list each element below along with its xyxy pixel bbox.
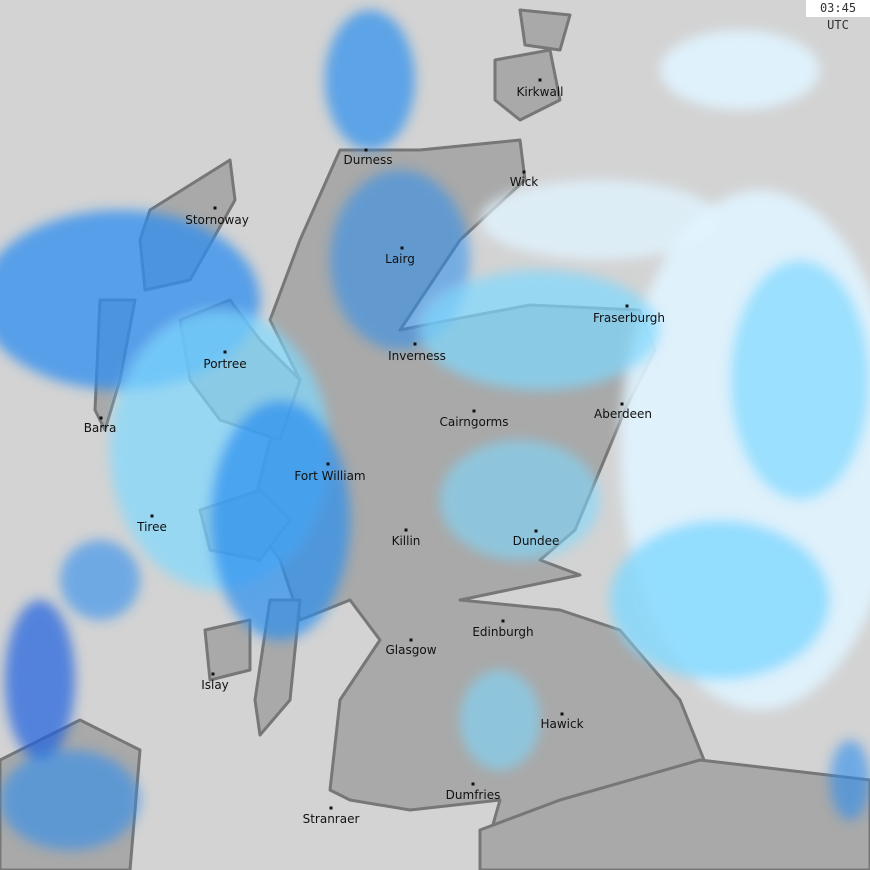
rain-cell (420, 270, 660, 390)
city-dot (538, 78, 542, 82)
city-label-aberdeen: Aberdeen (594, 407, 652, 421)
rain-cell (210, 400, 350, 640)
islay (203, 618, 252, 682)
city-label-lairg: Lairg (385, 252, 415, 266)
city-dot (471, 782, 475, 786)
city-label-cairngorms: Cairngorms (439, 415, 509, 429)
city-label-edinburgh: Edinburgh (472, 625, 534, 639)
rain (0, 10, 870, 850)
city-label-dundee: Dundee (512, 534, 560, 548)
city-dot (99, 416, 103, 420)
city-label-glasgow: Glasgow (385, 643, 437, 657)
city-label-inverness: Inverness (388, 349, 446, 363)
rain-cell (830, 740, 870, 820)
city-dot (329, 806, 333, 810)
rain-cell (480, 180, 720, 260)
timestamp-label: 03:45 UTC (806, 0, 870, 32)
rain-cell (5, 600, 75, 760)
orkney (493, 48, 562, 122)
city-label-killin: Killin (391, 534, 421, 548)
city-dot (560, 712, 564, 716)
city-dot (223, 350, 227, 354)
city-label-kirkwall: Kirkwall (516, 85, 564, 99)
city-dot (625, 304, 629, 308)
city-dot (522, 170, 526, 174)
city-dot (404, 528, 408, 532)
rain-cell (60, 540, 140, 620)
city-label-dumfries: Dumfries (445, 788, 501, 802)
rain-cell (660, 30, 820, 110)
rain-cell (610, 520, 830, 680)
city-dot (213, 206, 217, 210)
city-label-fort-william: Fort William (294, 469, 366, 483)
city-dot (413, 342, 417, 346)
rain-cell (440, 440, 600, 560)
city-label-islay: Islay (201, 678, 229, 692)
city-dot (364, 148, 368, 152)
city-dot (400, 246, 404, 250)
city-label-durness: Durness (343, 153, 393, 167)
shetland (518, 8, 572, 52)
city-label-wick: Wick (509, 175, 539, 189)
city-label-portree: Portree (203, 357, 247, 371)
city-label-stranraer: Stranraer (302, 812, 360, 826)
city-label-tiree: Tiree (137, 520, 167, 534)
rain-cell (325, 10, 415, 150)
rain-cell (730, 260, 870, 500)
city-label-fraserburgh: Fraserburgh (592, 311, 666, 325)
city-dot (150, 514, 154, 518)
city-label-hawick: Hawick (540, 717, 584, 731)
city-dot (326, 462, 330, 466)
city-dot (211, 672, 215, 676)
city-dot (472, 409, 476, 413)
city-dot (620, 402, 624, 406)
rain-cell (460, 670, 540, 770)
city-dot (501, 619, 505, 623)
rain-cell (0, 750, 140, 850)
city-label-barra: Barra (83, 421, 117, 435)
city-dot (409, 638, 413, 642)
city-label-stornoway: Stornoway (185, 213, 249, 227)
england (478, 758, 870, 870)
city-dot (534, 529, 538, 533)
